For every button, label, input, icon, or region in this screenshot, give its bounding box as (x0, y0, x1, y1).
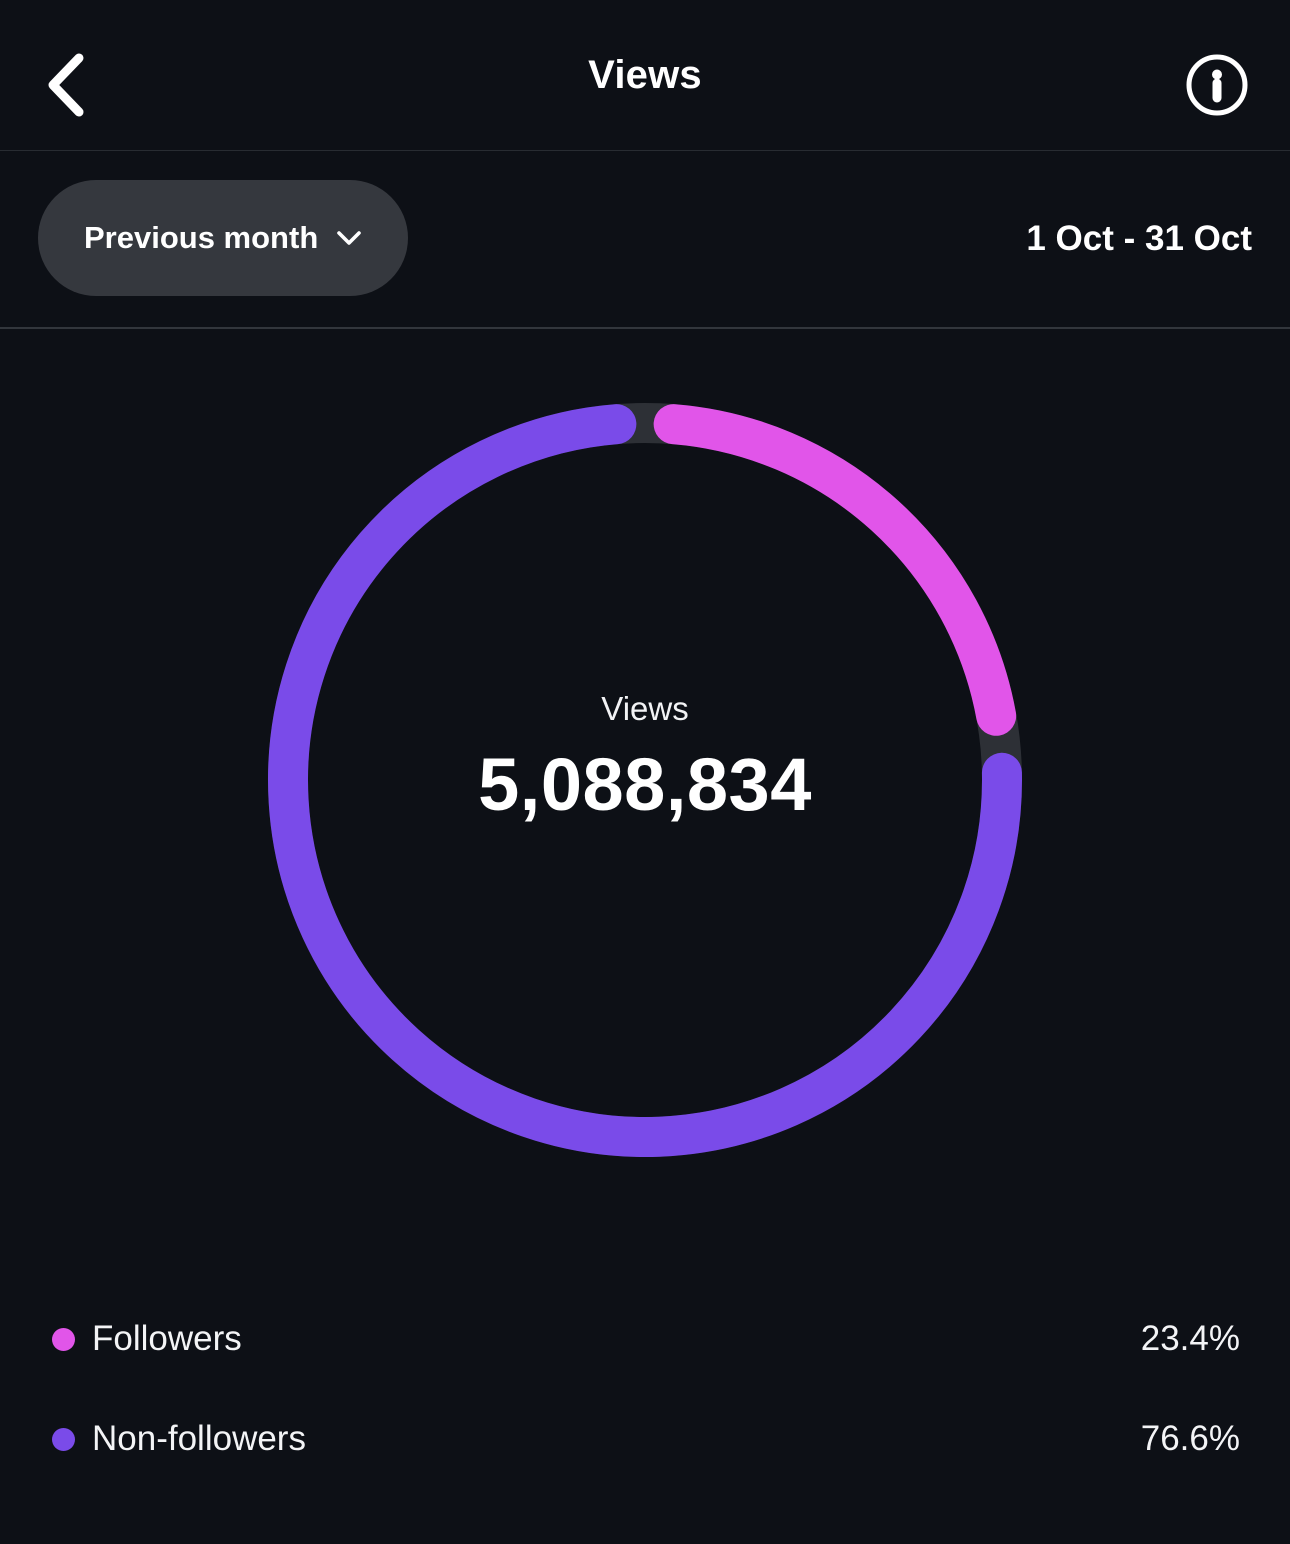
donut-segment-non-followers (268, 404, 1022, 1157)
legend-label-non-followers: Non-followers (92, 1419, 306, 1458)
legend-label-followers: Followers (92, 1319, 242, 1358)
legend-value-followers: 23.4% (1140, 1319, 1240, 1358)
filter-divider (0, 327, 1290, 329)
info-button[interactable] (1172, 40, 1262, 130)
donut-segment-followers (653, 404, 1017, 736)
non-followers-dot-icon (52, 1427, 75, 1451)
back-button[interactable] (30, 40, 100, 130)
info-circle-icon (1186, 54, 1248, 116)
top-bar: Views (0, 0, 1290, 150)
filter-row: Previous month 1 Oct - 31 Oct (0, 151, 1290, 327)
period-selector-button[interactable]: Previous month (38, 180, 409, 296)
legend-value-non-followers: 76.6% (1140, 1419, 1240, 1458)
page-title: Views (588, 52, 702, 97)
donut-chart-svg (268, 403, 1022, 1157)
legend-row-followers: Followers 23.4% (0, 1289, 1290, 1389)
chart-legend: Followers 23.4% Non-followers 76.6% (0, 1289, 1290, 1489)
date-range-label: 1 Oct - 31 Oct (1026, 219, 1252, 258)
followers-dot-icon (52, 1327, 75, 1351)
legend-row-non-followers: Non-followers 76.6% (0, 1389, 1290, 1489)
header-divider (0, 150, 1290, 151)
chevron-left-icon (48, 53, 84, 117)
period-selector-label: Previous month (84, 220, 319, 255)
donut-chart: Views 5,088,834 (0, 350, 1290, 1210)
chevron-down-icon (337, 231, 362, 245)
